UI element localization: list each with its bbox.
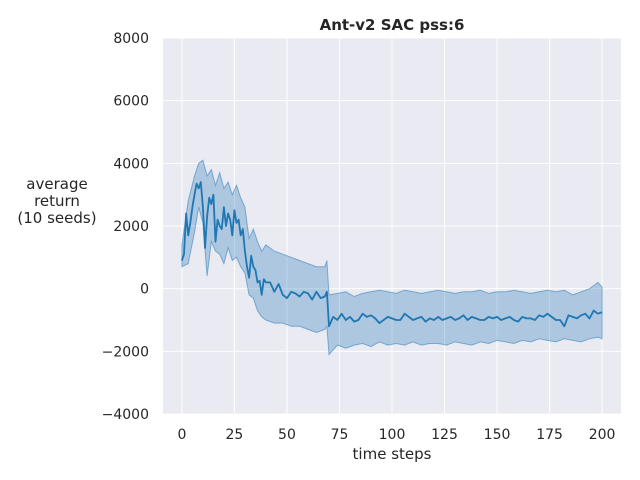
y-tick-label: 6000 xyxy=(113,94,149,110)
y-tick-label: 0 xyxy=(140,282,149,298)
y-axis-label: average return (10 seeds) xyxy=(17,175,96,227)
x-axis-label: time steps xyxy=(353,445,432,463)
y-tick-label: 2000 xyxy=(113,219,149,235)
x-tick-labels: 0 25 50 75 100 125 150 175 200 xyxy=(177,427,615,443)
x-tick-label: 75 xyxy=(331,427,349,443)
y-tick-label: 8000 xyxy=(113,31,149,47)
y-axis-label-line-3: (10 seeds) xyxy=(17,209,96,227)
x-tick-label: 150 xyxy=(484,427,511,443)
y-axis-label-line-1: average xyxy=(26,175,87,193)
y-tick-label: 4000 xyxy=(113,156,149,172)
x-tick-label: 100 xyxy=(379,427,406,443)
mean-return-line xyxy=(181,181,603,328)
x-tick-label: 50 xyxy=(278,427,296,443)
x-tick-label: 125 xyxy=(431,427,458,443)
confidence-band xyxy=(181,159,603,356)
x-tick-label: 0 xyxy=(177,427,186,443)
x-tick-label: 200 xyxy=(589,427,616,443)
y-tick-labels: −4000 −2000 0 2000 4000 6000 8000 xyxy=(102,31,149,423)
x-tick-label: 25 xyxy=(226,427,244,443)
y-tick-label: −2000 xyxy=(102,344,149,360)
grid-y xyxy=(163,37,621,415)
y-axis-label-line-2: return xyxy=(34,192,80,210)
y-tick-label: −4000 xyxy=(102,407,149,423)
x-tick-label: 175 xyxy=(536,427,563,443)
chart-title: Ant-v2 SAC pss:6 xyxy=(320,16,465,34)
